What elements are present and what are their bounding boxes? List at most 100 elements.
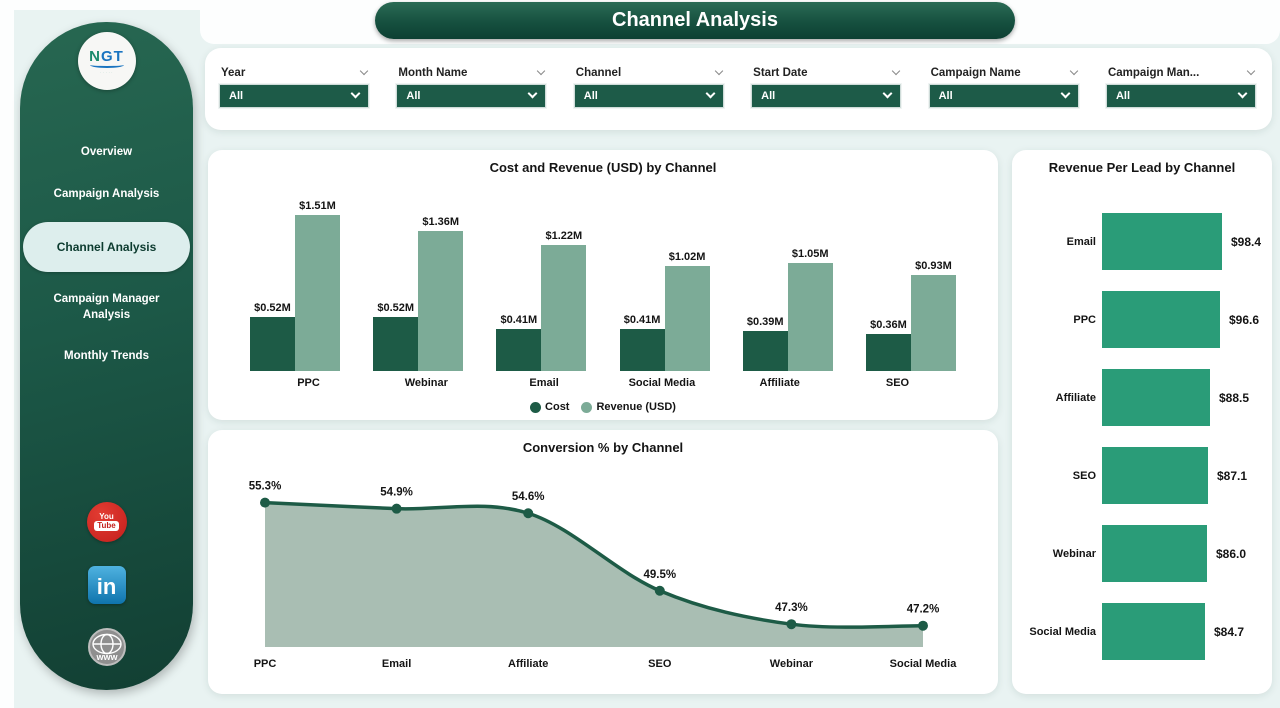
bar-wrap: $1.05M: [787, 248, 833, 371]
conversion-value-label: 54.9%: [380, 487, 413, 499]
data-point-webinar[interactable]: [786, 619, 797, 630]
bar-group-email: $0.41M $1.22M: [496, 230, 587, 371]
y-axis-label-webinar: Webinar: [1052, 547, 1096, 560]
filter-dropdown-campaign-name[interactable]: All: [927, 82, 1080, 109]
bar-value-label: $0.52M: [377, 302, 415, 314]
x-axis-label-seo: SEO: [885, 377, 910, 389]
conversion-value-label: 47.3%: [775, 602, 808, 614]
revenue-usd-bar-social-media[interactable]: [664, 266, 710, 371]
svg-text:www: www: [95, 652, 118, 662]
bar-value-label: $1.51M: [299, 200, 336, 212]
revenue-per-lead-bar-ppc[interactable]: [1102, 291, 1220, 348]
conversion-value-label: 47.2%: [907, 604, 940, 616]
sidebar-item-campaign-analysis[interactable]: Campaign Analysis: [53, 187, 160, 200]
legend-item-revenue-usd: Revenue (USD): [581, 401, 676, 413]
y-axis-label-social-media: Social Media: [1029, 625, 1096, 638]
revenue-usd-bar-seo[interactable]: [910, 275, 956, 371]
hbar-row-seo: SEO $87.1: [1018, 447, 1272, 504]
data-point-ppc[interactable]: [260, 497, 270, 508]
social-links: You Tube in www: [86, 502, 127, 666]
linkedin-icon[interactable]: in: [87, 566, 126, 604]
chevron-down-icon[interactable]: [359, 66, 369, 76]
chevron-down-icon[interactable]: [537, 66, 546, 76]
hbar-row-webinar: Webinar $86.0: [1018, 525, 1272, 582]
sidebar-item-monthly-trends[interactable]: Monthly Trends: [64, 350, 149, 363]
cost-bar-social-media[interactable]: [619, 329, 665, 371]
filter-dropdown-start-date[interactable]: All: [750, 82, 903, 109]
website-globe-icon[interactable]: www: [87, 628, 126, 666]
cost-bar-ppc[interactable]: [250, 317, 295, 371]
sidebar-item-overview[interactable]: Overview: [80, 146, 133, 158]
filter-dropdown-campaign-man[interactable]: All: [1104, 82, 1257, 109]
cost-bar-webinar[interactable]: [373, 317, 419, 371]
legend-item-cost: Cost: [530, 401, 569, 413]
revenue-per-lead-bar-affiliate[interactable]: [1102, 369, 1210, 426]
cost-bar-email[interactable]: [496, 329, 542, 371]
conversion-area-chart: 55.3% PPC 54.9% Email 54.6% Affiliate 49.5% SEO…: [249, 481, 958, 670]
x-axis-label-social-media: Social Media: [628, 377, 696, 389]
conversion-line: [264, 500, 924, 629]
data-point-social-media[interactable]: [918, 620, 928, 631]
bar-value-label: $0.93M: [915, 260, 952, 272]
sidebar-item-campaign-manager-analysis[interactable]: Campaign Manager Analysis: [53, 293, 160, 321]
revenue-usd-bar-affiliate[interactable]: [787, 263, 833, 371]
revenue-per-lead-bar-seo[interactable]: [1102, 447, 1208, 504]
bar-wrap: $0.39M: [742, 316, 788, 371]
chevron-down-icon[interactable]: [1069, 66, 1078, 76]
bar-pair: $0.52M $1.36M: [373, 216, 464, 371]
revenue-usd-bar-email[interactable]: [541, 245, 587, 371]
chevron-down-icon[interactable]: [891, 66, 901, 76]
cost-bar-seo[interactable]: [865, 334, 911, 371]
bar-value-label: $0.41M: [500, 314, 538, 326]
revenue-per-lead-bar-webinar[interactable]: [1102, 525, 1207, 582]
revenue-usd-bar-ppc[interactable]: [295, 215, 340, 371]
chevron-down-icon[interactable]: [714, 66, 724, 76]
legend-dot-icon: [581, 401, 593, 413]
bar-group-webinar: $0.52M $1.36M: [373, 216, 464, 371]
filter-label: Channel: [575, 66, 622, 79]
conversion-value-label: 55.3%: [249, 481, 282, 493]
filter-dropdown-year[interactable]: All: [218, 82, 370, 109]
ngt-logo-icon: NGT · · · · ·: [77, 32, 136, 90]
logo-subtext: · · · · ·: [100, 70, 113, 74]
youtube-icon[interactable]: You Tube: [86, 502, 127, 542]
chevron-down-icon[interactable]: [1246, 66, 1256, 76]
revenue-per-lead-rows: Email $98.4 PPC $96.6 Affiliate $88.5 SEO $87.1…: [1012, 213, 1272, 660]
filter-label: Start Date: [753, 66, 808, 79]
filter-label-row: Start Date: [751, 67, 901, 79]
data-point-affiliate[interactable]: [523, 508, 534, 519]
cost-revenue-chart-card: Cost and Revenue (USD) by Channel $0.52M…: [208, 150, 998, 420]
bar-wrap: $0.41M: [496, 314, 542, 371]
revenue-usd-bar-webinar[interactable]: [418, 231, 464, 371]
chevron-down-icon: [882, 88, 893, 99]
cost-bar-affiliate[interactable]: [742, 331, 788, 371]
filter-label-row: Campaign Man...: [1106, 67, 1256, 79]
bar-wrap: $1.36M: [418, 216, 464, 371]
x-axis-label-affiliate: Affiliate: [508, 658, 548, 670]
filter-start-date: Start Date All: [750, 67, 903, 109]
legend-label: Cost: [545, 401, 570, 413]
bar-wrap: $0.52M: [373, 302, 419, 371]
filter-channel: Channel All: [572, 67, 725, 109]
bar-value-label: $0.41M: [623, 314, 661, 326]
bar-wrap: $0.36M: [865, 319, 911, 371]
filter-bar: Year All Month Name All Channel All Start Date…: [205, 48, 1272, 130]
sidebar-item-channel-analysis[interactable]: Channel Analysis: [23, 222, 190, 273]
filter-month-name: Month Name All: [395, 66, 548, 109]
filter-selected-value: All: [406, 89, 421, 102]
hbar-value-label: $87.1: [1217, 468, 1248, 483]
filter-dropdown-channel[interactable]: All: [572, 82, 725, 109]
data-point-email[interactable]: [391, 503, 402, 514]
revenue-per-lead-bar-email[interactable]: [1102, 213, 1222, 270]
bar-wrap: $0.52M: [250, 302, 295, 371]
revenue-per-lead-bar-social-media[interactable]: [1102, 603, 1205, 660]
data-point-seo[interactable]: [654, 585, 665, 596]
youtube-label: You: [99, 512, 114, 521]
filter-campaign-name: Campaign Name All: [927, 66, 1080, 109]
filter-dropdown-month-name[interactable]: All: [395, 82, 548, 109]
page-left-strip: [0, 0, 14, 708]
revenue-per-lead-title: Revenue Per Lead by Channel: [1048, 160, 1236, 175]
cost-revenue-category-axis: PPC Webinar Email Social Media Affiliate SEO: [208, 377, 998, 389]
filter-label-row: Channel: [574, 67, 724, 79]
hbar-value-label: $98.4: [1231, 234, 1262, 249]
